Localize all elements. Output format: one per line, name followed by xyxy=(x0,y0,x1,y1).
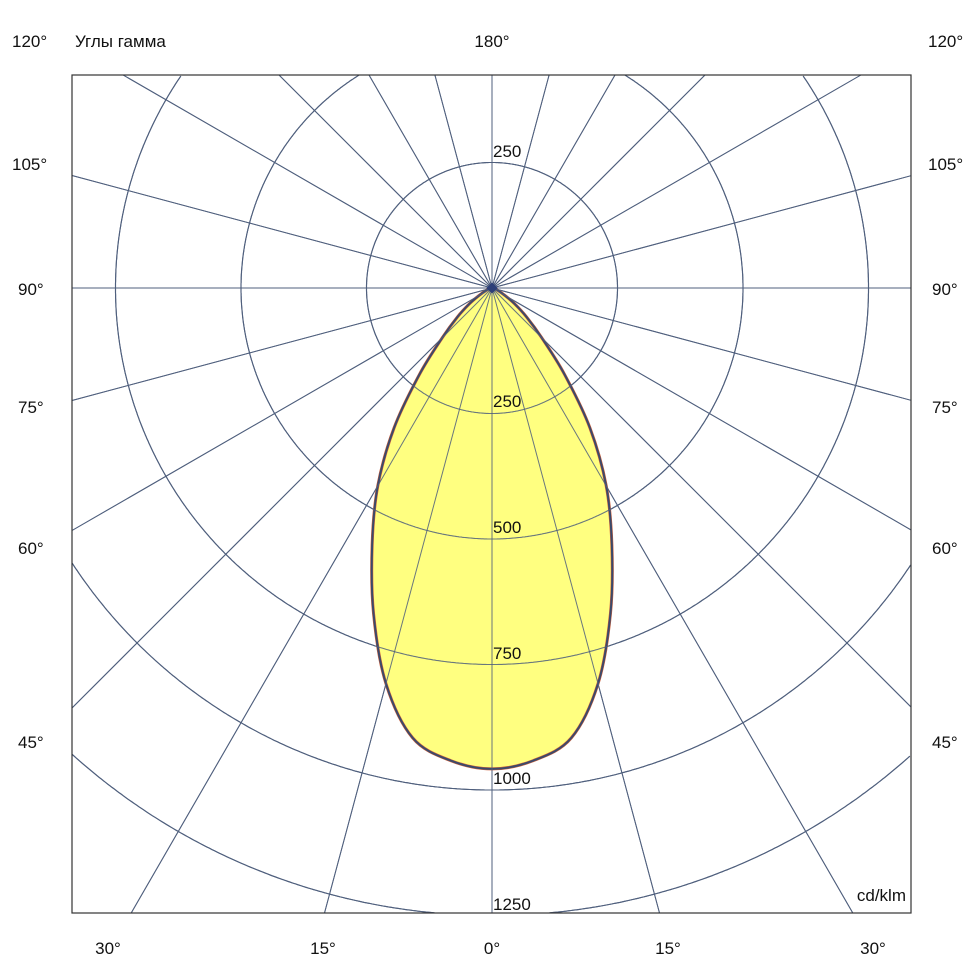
grid-radial-line xyxy=(491,74,616,289)
right-angle-label: 120° xyxy=(928,32,963,51)
grid-radial-line xyxy=(71,287,493,531)
grid-ring xyxy=(71,562,912,791)
right-angle-label: 90° xyxy=(932,280,958,299)
grid-radial-line xyxy=(491,287,912,401)
bottom-angle-labels: 30° 15° 0° 15° 30° xyxy=(95,939,886,958)
grid-radial-line xyxy=(491,74,706,289)
grid-radial-line xyxy=(71,175,493,289)
right-angle-label: 60° xyxy=(932,539,958,558)
left-angle-label: 120° xyxy=(12,32,47,51)
grid-radial-line xyxy=(491,175,912,289)
grid-ring xyxy=(71,753,911,914)
grid-overlay xyxy=(71,74,912,914)
right-angle-labels: 120° 105° 90° 75° 60° 45° xyxy=(928,32,963,752)
ring-label: 1250 xyxy=(493,895,531,914)
plot-frame xyxy=(71,74,912,914)
left-angle-label: 90° xyxy=(18,280,44,299)
grid-radial-line xyxy=(71,287,493,709)
bottom-angle-label: 30° xyxy=(860,939,886,958)
center-marker xyxy=(486,282,498,294)
grid-radial-line xyxy=(71,287,493,401)
right-angle-label: 45° xyxy=(932,733,958,752)
ring-label: 1000 xyxy=(493,769,531,788)
grid-radial-line xyxy=(491,74,862,289)
ring-label: 250 xyxy=(493,392,521,411)
grid-ring xyxy=(240,74,744,540)
bottom-angle-label: 30° xyxy=(95,939,121,958)
bottom-angle-label: 0° xyxy=(484,939,500,958)
right-angle-label: 75° xyxy=(932,398,958,417)
right-angle-label: 105° xyxy=(928,155,963,174)
grid-ring xyxy=(114,75,870,666)
grid-radial-line xyxy=(368,74,493,289)
left-angle-label: 45° xyxy=(18,733,44,752)
grid-radial-line xyxy=(122,74,493,289)
unit-label: cd/klm xyxy=(857,886,906,905)
ring-label: 500 xyxy=(493,518,521,537)
ring-label: 750 xyxy=(493,644,521,663)
grid-radial-line xyxy=(491,74,550,289)
title: Углы гамма xyxy=(75,32,166,51)
grid-radial-line xyxy=(434,74,493,289)
bottom-angle-label: 15° xyxy=(655,939,681,958)
ring-label-top: 250 xyxy=(493,142,521,161)
left-angle-label: 60° xyxy=(18,539,44,558)
left-angle-labels: 120° 105° 90° 75° 60° 45° xyxy=(12,32,47,752)
ring-labels: 250 250 500 750 1000 1250 xyxy=(493,142,531,914)
grid-radial-line xyxy=(491,287,660,914)
grid-ring xyxy=(71,753,911,914)
grid-radial-line xyxy=(491,287,912,708)
bottom-angle-label: 15° xyxy=(310,939,336,958)
left-angle-label: 105° xyxy=(12,155,47,174)
left-angle-label: 75° xyxy=(18,398,44,417)
grid-radial-line xyxy=(491,287,854,914)
grid-radial-line xyxy=(491,287,912,531)
top-angle-label: 180° xyxy=(474,32,509,51)
grid-radial-line xyxy=(278,74,493,289)
grid-radial-line xyxy=(130,287,493,914)
grid-radial-line xyxy=(324,287,493,914)
